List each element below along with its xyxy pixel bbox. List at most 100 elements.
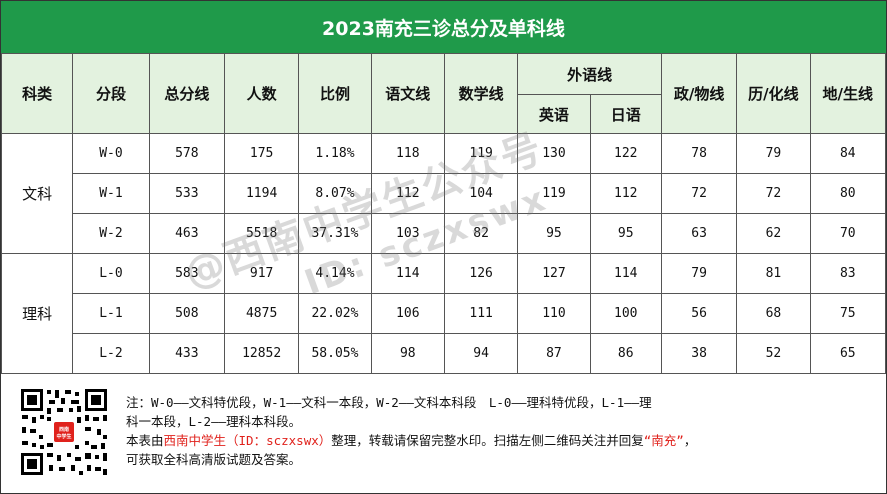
category-cell: 理科 xyxy=(0,253,74,374)
segment-cell: L-1 xyxy=(72,293,150,334)
header-foreign: 外语线 xyxy=(517,53,662,95)
politics-physics-cell: 38 xyxy=(660,333,738,374)
geo-bio-cell: 70 xyxy=(809,213,887,254)
history-chemistry-cell: 68 xyxy=(736,293,811,334)
brand-text: 西南中学生（ID：sczxswx） xyxy=(163,433,332,448)
math-cell: 82 xyxy=(443,213,519,254)
politics-physics-cell: 79 xyxy=(660,253,738,294)
table-row: L-1 508 4875 22.02% 106 111 110 100 56 6… xyxy=(2,293,887,334)
segment-cell: L-0 xyxy=(72,253,150,294)
geo-bio-cell: 75 xyxy=(809,293,887,334)
japanese-cell: 100 xyxy=(589,293,662,334)
japanese-cell: 112 xyxy=(589,173,662,214)
english-cell: 110 xyxy=(517,293,591,334)
header-politics-physics: 政/物线 xyxy=(660,53,738,134)
history-chemistry-cell: 52 xyxy=(736,333,811,374)
politics-physics-cell: 72 xyxy=(660,173,738,214)
ratio-cell: 4.14% xyxy=(298,253,372,294)
segment-cell: W-2 xyxy=(72,213,150,254)
header-category: 科类 xyxy=(0,53,74,134)
japanese-cell: 86 xyxy=(589,333,662,374)
footer-notes: 西南 中学生 注：W-0——文科特优段，W-1——文科一本段，W-2——文科本科… xyxy=(1,375,886,493)
header-ratio: 比例 xyxy=(298,53,372,134)
segment-cell: L-2 xyxy=(72,333,150,374)
geo-bio-cell: 83 xyxy=(809,253,887,294)
chinese-cell: 98 xyxy=(370,333,445,374)
header-math: 数学线 xyxy=(443,53,519,134)
table-row: W-1 533 1194 8.07% 112 104 119 112 72 72… xyxy=(2,173,887,214)
chinese-cell: 103 xyxy=(370,213,445,254)
header-chinese: 语文线 xyxy=(370,53,445,134)
table-row: L-2 433 12852 58.05% 98 94 87 86 38 52 6… xyxy=(2,333,887,374)
chinese-cell: 106 xyxy=(370,293,445,334)
math-cell: 126 xyxy=(443,253,519,294)
table-row: 理科 L-0 583 917 4.14% 114 126 127 114 79 … xyxy=(0,253,887,374)
keyword-text: “南充” xyxy=(643,433,684,448)
total-line-cell: 578 xyxy=(148,133,225,174)
ratio-cell: 8.07% xyxy=(298,173,372,214)
geo-bio-cell: 65 xyxy=(809,333,887,374)
english-cell: 119 xyxy=(517,173,591,214)
math-cell: 94 xyxy=(443,333,519,374)
svg-text:中学生: 中学生 xyxy=(56,433,71,440)
history-chemistry-cell: 81 xyxy=(736,253,811,294)
ratio-cell: 58.05% xyxy=(298,333,372,374)
math-cell: 104 xyxy=(443,173,519,214)
ratio-cell: 37.31% xyxy=(298,213,372,254)
politics-physics-cell: 78 xyxy=(660,133,738,174)
note-prefix: 本表由 xyxy=(126,433,164,448)
table-body: 文科 W-0 578 175 1.18% 118 119 130 122 78 … xyxy=(0,133,887,374)
note-middle: 整理，转载请保留完整水印。扫描左侧二维码关注并回复 xyxy=(331,433,644,448)
history-chemistry-cell: 62 xyxy=(736,213,811,254)
total-line-cell: 463 xyxy=(148,213,225,254)
svg-text:西南: 西南 xyxy=(59,426,69,433)
header-geo-bio: 地/生线 xyxy=(809,53,887,134)
geo-bio-cell: 80 xyxy=(809,173,887,214)
header-count: 人数 xyxy=(223,53,300,134)
header-english: 英语 xyxy=(517,94,591,134)
ratio-cell: 22.02% xyxy=(298,293,372,334)
english-cell: 95 xyxy=(517,213,591,254)
table-row: 文科 W-0 578 175 1.18% 118 119 130 122 78 … xyxy=(0,133,887,254)
english-cell: 87 xyxy=(517,333,591,374)
politics-physics-cell: 63 xyxy=(660,213,738,254)
note-line-3: 本表由西南中学生（ID：sczxswx）整理，转载请保留完整水印。扫描左侧二维码… xyxy=(126,431,866,450)
category-cell: 文科 xyxy=(0,133,74,254)
chinese-cell: 112 xyxy=(370,173,445,214)
total-line-cell: 533 xyxy=(148,173,225,214)
header-history-chemistry: 历/化线 xyxy=(736,53,811,134)
total-line-cell: 508 xyxy=(148,293,225,334)
politics-physics-cell: 56 xyxy=(660,293,738,334)
japanese-cell: 122 xyxy=(589,133,662,174)
english-cell: 127 xyxy=(517,253,591,294)
segment-cell: W-1 xyxy=(72,173,150,214)
qr-code-icon[interactable]: 西南 中学生 xyxy=(19,387,109,477)
notes-text: 注：W-0——文科特优段，W-1——文科一本段，W-2——文科本科段 L-0——… xyxy=(126,393,866,469)
history-chemistry-cell: 79 xyxy=(736,133,811,174)
count-cell: 175 xyxy=(223,133,300,174)
history-chemistry-cell: 72 xyxy=(736,173,811,214)
header-total-line: 总分线 xyxy=(148,53,225,134)
count-cell: 917 xyxy=(223,253,300,294)
header-japanese: 日语 xyxy=(589,94,662,134)
total-line-cell: 433 xyxy=(148,333,225,374)
score-table: 科类 分段 总分线 人数 比例 语文线 数学线 外语线 政/物线 历/化线 地/… xyxy=(0,53,887,374)
count-cell: 5518 xyxy=(223,213,300,254)
japanese-cell: 114 xyxy=(589,253,662,294)
chinese-cell: 118 xyxy=(370,133,445,174)
math-cell: 119 xyxy=(443,133,519,174)
note-line-2: 科一本段，L-2——理科本科段。 xyxy=(126,414,302,429)
table-title: 2023南充三诊总分及单科线 xyxy=(1,1,886,53)
math-cell: 111 xyxy=(443,293,519,334)
table-row: W-2 463 5518 37.31% 103 82 95 95 63 62 7… xyxy=(2,213,887,254)
chinese-cell: 114 xyxy=(370,253,445,294)
count-cell: 1194 xyxy=(223,173,300,214)
english-cell: 130 xyxy=(517,133,591,174)
ratio-cell: 1.18% xyxy=(298,133,372,174)
count-cell: 12852 xyxy=(223,333,300,374)
japanese-cell: 95 xyxy=(589,213,662,254)
count-cell: 4875 xyxy=(223,293,300,334)
note-suffix: ， xyxy=(683,433,697,448)
note-line-1: 注：W-0——文科特优段，W-1——文科一本段，W-2——文科本科段 L-0——… xyxy=(126,395,652,410)
header-segment: 分段 xyxy=(72,53,150,134)
